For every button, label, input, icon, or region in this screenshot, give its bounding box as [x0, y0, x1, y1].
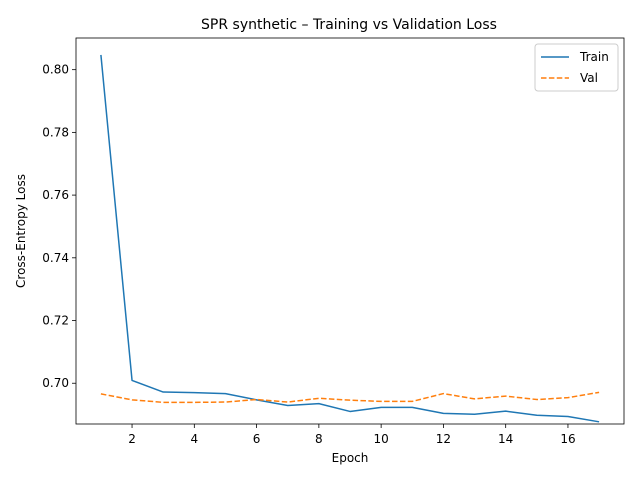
y-tick-label: 0.76	[42, 188, 69, 202]
plot-frame	[75, 37, 625, 425]
legend-label-val: Val	[580, 71, 598, 85]
x-tick-label: 12	[436, 432, 451, 446]
x-tick-label: 8	[315, 432, 323, 446]
x-tick-label: 16	[560, 432, 575, 446]
legend-label-train: Train	[579, 50, 609, 64]
x-tick-label: 4	[190, 432, 198, 446]
x-tick-label: 6	[253, 432, 261, 446]
chart-title: SPR synthetic – Training vs Validation L…	[201, 17, 497, 33]
plot-area	[100, 54, 600, 423]
y-tick-label: 0.80	[42, 63, 69, 77]
series-line-val	[100, 391, 600, 404]
series-line-train	[100, 54, 600, 423]
y-axis-label: Cross-Entropy Loss	[14, 174, 28, 288]
x-tick-label: 2	[128, 432, 136, 446]
legend-box	[534, 43, 619, 92]
y-tick-label: 0.78	[42, 125, 69, 139]
y-tick-label: 0.74	[42, 251, 69, 265]
x-axis-label: Epoch	[332, 451, 369, 465]
x-tick-label: 10	[373, 432, 388, 446]
y-tick-label: 0.70	[42, 376, 69, 390]
legend: Train Val	[534, 43, 619, 92]
y-tick-label: 0.72	[42, 314, 69, 328]
x-tick-label: 14	[498, 432, 513, 446]
